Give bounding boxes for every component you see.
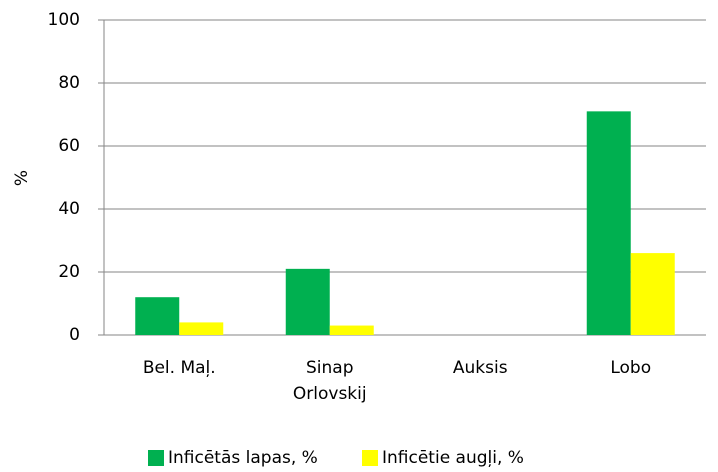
- legend-swatch: [148, 450, 164, 466]
- y-tick-label: 0: [69, 325, 80, 345]
- bar: [586, 111, 631, 335]
- bar: [179, 322, 224, 335]
- x-tick-label: Auksis: [452, 358, 508, 378]
- y-tick-label: 60: [58, 136, 80, 156]
- legend-swatch: [362, 450, 378, 466]
- bar: [329, 325, 374, 335]
- legend-item: Inficētās lapas, %: [148, 448, 318, 468]
- x-tick-label: Sinap Orlovskij: [292, 358, 367, 404]
- x-tick-label: Lobo: [610, 358, 652, 378]
- y-tick-label: 40: [58, 199, 80, 219]
- y-tick-label: 80: [58, 73, 80, 93]
- y-tick-label: 20: [58, 262, 80, 282]
- legend-item: Inficētie augļi, %: [362, 448, 524, 468]
- x-tick-label: Bel. Maļ.: [142, 358, 216, 378]
- legend-label: Inficētie augļi, %: [382, 448, 524, 468]
- bar: [630, 253, 675, 335]
- y-tick-label: 100: [48, 10, 80, 30]
- bar: [135, 297, 180, 335]
- bar: [285, 268, 330, 335]
- legend-label: Inficētās lapas, %: [168, 448, 318, 468]
- y-axis-label: %: [12, 170, 32, 186]
